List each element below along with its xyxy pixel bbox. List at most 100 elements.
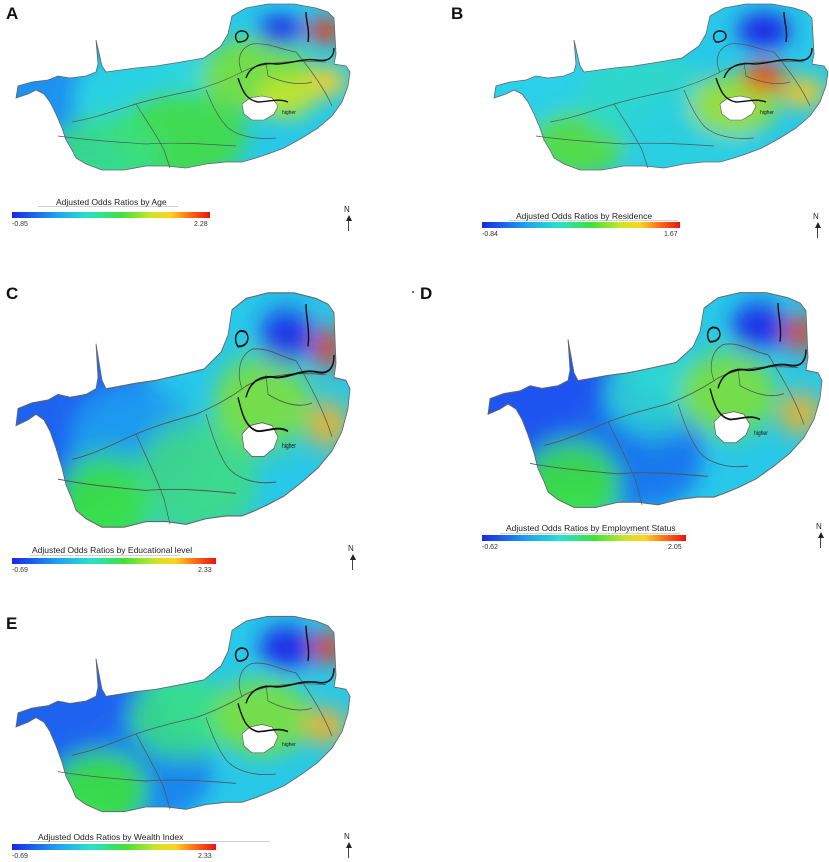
heat-blob [213,356,311,450]
heat-blob [259,626,313,669]
panel-b: B higher Adjusted Odds Ratios by Residen… [414,0,829,245]
heat-blob [737,12,791,49]
hotspot-boundary [777,302,782,342]
province-boundary [683,89,755,139]
hotspot-boundary [245,668,335,704]
lesotho-region [719,95,757,121]
province-boundary [71,89,197,123]
north-arrow: N [342,832,356,860]
province-boundary [205,717,277,775]
color-scale-bar [482,535,686,541]
map-label: higher [754,430,768,437]
north-arrow: N [811,212,825,240]
country-outline [15,292,351,528]
stray-mark [412,291,414,293]
province-boundary [549,89,675,123]
heat-blob [51,751,149,812]
province-boundary [57,135,237,147]
legend-max-value: 2.33 [198,853,212,860]
panel-a: A higher Adjusted Odds Ratios by Age -0.… [0,0,414,240]
province-boundary [295,51,333,107]
legend-min-value: -0.84 [482,231,498,238]
province-boundary [238,43,297,73]
legend-title: Adjusted Odds Ratios by Employment Statu… [506,523,676,533]
north-arrow-icon [346,215,352,221]
legend-max-value: 2.05 [668,544,682,551]
color-scale-bar [482,222,680,228]
hotspot-boundary [723,47,813,79]
color-scale-bar [12,212,210,218]
north-label: N [813,212,819,221]
panel-letter: D [420,284,433,303]
province-boundary [195,373,327,415]
province-boundary [773,51,811,107]
north-label: N [344,832,350,841]
lesotho-region [241,724,279,754]
heat-blob [679,350,777,436]
province-boundary [667,366,799,405]
map-label: higher [760,110,774,116]
map-label: higher [282,110,296,116]
panel-letter: E [6,614,18,633]
north-arrow-icon [818,532,824,538]
hotspot-boundary [237,703,289,733]
north-label: N [344,205,350,214]
province-boundary [135,733,171,810]
hotspot-boundary [234,647,249,662]
province-boundary [677,403,749,468]
heat-blob [742,62,786,93]
heat-blob [782,317,818,349]
panel-c: C higher Adjusted Odds Ratios by Educati… [0,282,414,582]
heat-blob [134,419,258,528]
panel-d: D higher Adjusted Odds Ratios by Employm… [414,282,829,562]
province-boundary [238,662,297,697]
heat-blob [303,708,347,744]
province-boundary [673,60,805,91]
map-label: higher [282,741,296,747]
legend-min-value: -0.62 [482,544,498,551]
legend: Adjusted Odds Ratios by Educational leve… [10,540,220,580]
country-outline [15,615,351,813]
north-arrow: N [342,205,356,233]
heat-blob [128,674,234,760]
hotspot-boundary [305,625,310,662]
legend: Adjusted Odds Ratios by Employment Statu… [480,520,690,560]
hotspot-boundary [237,396,289,433]
province-boundary [767,354,805,425]
heat-blob [213,678,311,756]
hotspot-boundary [717,349,807,389]
province-boundary [57,771,237,784]
legend-min-value: -0.69 [12,567,28,574]
heat-blob [523,440,621,508]
north-arrow-icon [346,842,352,848]
legend-max-value: 2.33 [198,567,212,574]
province-boundary [238,348,297,390]
province-boundary [529,462,709,477]
legend-title: Adjusted Odds Ratios by Wealth Index [38,832,184,842]
heat-blob [259,311,313,363]
province-boundary [195,60,327,91]
hotspot-boundary [305,304,310,347]
north-arrow: N [346,544,360,572]
province-boundary [265,374,313,406]
hotspot-boundary [234,30,249,43]
lesotho-region [713,411,751,444]
country-outline [15,3,351,171]
heatmap-map: higher [493,3,829,171]
heat-blob [307,18,343,43]
province-boundary [57,478,237,494]
province-boundary [195,683,327,718]
north-arrow: N [814,522,828,550]
legend: Adjusted Odds Ratios by Age -0.85 2.28 [10,192,214,232]
hotspot-boundary [237,77,289,103]
legend-min-value: -0.85 [12,221,28,228]
hotspot-boundary [305,11,310,43]
panel-letter: C [6,284,19,303]
north-arrow-icon [350,554,356,560]
heat-blob [731,303,785,351]
province-boundary [607,421,643,505]
province-boundary [135,103,171,169]
lesotho-region [241,95,279,121]
province-boundary [716,43,775,73]
hotspot-boundary [709,388,761,421]
